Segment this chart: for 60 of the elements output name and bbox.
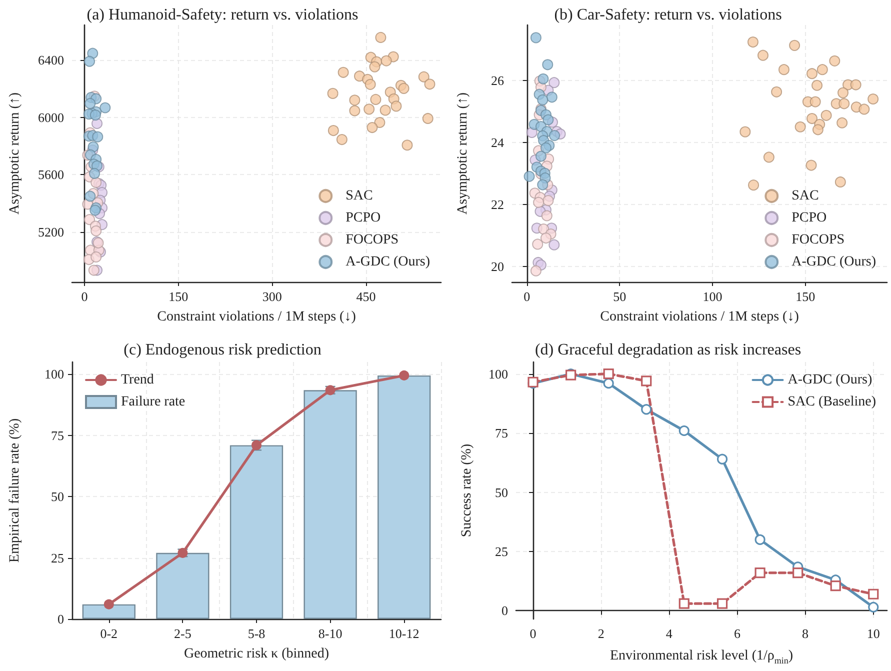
y-tick-label: 26 xyxy=(491,73,504,88)
chart-title: (d) Graceful degradation as risk increases xyxy=(534,342,802,358)
y-tick-label: 100 xyxy=(44,366,64,382)
y-tick-label: 6400 xyxy=(38,52,64,68)
x-axis-title: Constraint violations / 1M steps (↓) xyxy=(157,310,356,324)
x-tick-label: 0 xyxy=(81,289,88,304)
legend-label: A-GDC (Ours) xyxy=(788,372,872,388)
x-tick-label: 10 xyxy=(866,626,880,641)
x-tick-label: 0-2 xyxy=(100,626,118,641)
y-axis-title: Success rate (%) xyxy=(460,444,474,538)
legend-label: SAC xyxy=(792,188,819,204)
x-tick-label: 10-12 xyxy=(388,626,420,641)
y-tick-label: 50 xyxy=(51,489,64,504)
y-axis-title: Empirical failure rate (%) xyxy=(8,418,22,563)
legend-label: Failure rate xyxy=(121,394,186,410)
y-tick-label: 5600 xyxy=(38,167,64,182)
x-tick-label: 8 xyxy=(802,626,809,641)
chart-title: (b) Car-Safety: return vs. violations xyxy=(554,6,782,24)
x-tick-label: 5-8 xyxy=(248,626,266,641)
chart-title: (c) Endogenous risk prediction xyxy=(124,342,322,358)
x-tick-label: 50 xyxy=(613,289,626,304)
x-tick-label: 8-10 xyxy=(318,626,342,641)
x-tick-label: 2 xyxy=(598,626,604,641)
y-tick-label: 75 xyxy=(495,426,508,441)
y-axis-title: Asymptotic return (↑) xyxy=(456,92,470,215)
y-tick-label: 100 xyxy=(488,366,508,382)
legend-label: SAC (Baseline) xyxy=(788,394,876,410)
x-tick-label: 0 xyxy=(524,289,530,304)
x-tick-label: 0 xyxy=(530,626,536,641)
legend-label: A-GDC (Ours) xyxy=(346,254,430,270)
x-tick-label: 150 xyxy=(168,289,188,304)
y-tick-label: 5200 xyxy=(38,224,64,240)
y-axis-title: Asymptotic return (↑) xyxy=(8,92,22,215)
legend-label: FOCOPS xyxy=(346,232,399,248)
x-axis-title: Constraint violations / 1M steps (↓) xyxy=(600,310,800,324)
x-tick-label: 450 xyxy=(356,289,376,304)
legend-label: SAC xyxy=(346,188,373,204)
legend-label: A-GDC (Ours) xyxy=(792,254,876,270)
y-tick-label: 75 xyxy=(51,428,64,443)
y-tick-label: 0 xyxy=(58,612,64,626)
x-tick-label: 150 xyxy=(796,289,816,304)
x-tick-label: 6 xyxy=(734,626,741,641)
y-tick-label: 22 xyxy=(491,197,504,212)
x-tick-label: 100 xyxy=(702,289,722,304)
x-tick-label: 300 xyxy=(262,289,282,304)
y-tick-label: 50 xyxy=(495,484,508,500)
legend-label: PCPO xyxy=(792,210,827,226)
x-axis-title: Geometric risk κ (binned) xyxy=(184,646,330,662)
chart-title: (a) Humanoid-Safety: return vs. violations xyxy=(86,6,358,24)
legend-label: Trend xyxy=(121,372,154,388)
x-tick-label: 4 xyxy=(666,626,673,641)
y-tick-label: 25 xyxy=(51,550,64,566)
y-tick-label: 0 xyxy=(502,603,508,618)
legend-label: PCPO xyxy=(346,210,381,226)
y-tick-label: 24 xyxy=(491,135,504,150)
y-tick-label: 25 xyxy=(495,544,508,559)
y-tick-label: 6000 xyxy=(38,110,64,125)
x-tick-label: 2-5 xyxy=(174,626,192,641)
legend-label: FOCOPS xyxy=(792,232,845,248)
y-tick-label: 20 xyxy=(491,259,504,274)
